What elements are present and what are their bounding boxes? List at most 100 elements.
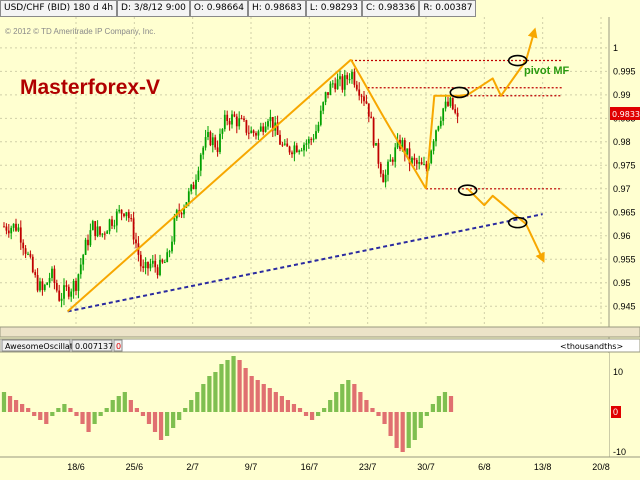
candle-body [183, 207, 185, 215]
candle-body [159, 259, 161, 276]
candle-body [147, 262, 149, 269]
indicator-value-box [71, 339, 113, 352]
indicator-units: <thousandths> [560, 342, 623, 351]
candle-body [65, 285, 68, 287]
candle-body [91, 221, 94, 231]
candle-body [240, 118, 243, 120]
candle-body [418, 162, 421, 164]
candle-body [307, 139, 310, 144]
candle-body [204, 137, 207, 148]
candle-body [259, 126, 262, 132]
price-panel-background [0, 17, 609, 327]
candle-body [187, 191, 190, 203]
candle-body [55, 283, 58, 291]
candle-body [17, 227, 20, 231]
pivot-annotation: pivot MF [524, 65, 569, 77]
candle-body [334, 83, 337, 90]
candle-body [142, 266, 145, 269]
candle-body [29, 253, 32, 257]
header-close: C: 0.98336 [361, 0, 420, 17]
candle-body [144, 262, 147, 269]
y-tick-label: 0.97 [613, 184, 631, 194]
candle-body [130, 218, 133, 220]
candle-body [406, 148, 409, 155]
candle-body [262, 126, 265, 132]
header-symbol[interactable]: USD/CHF (BID) 180 d 4h [0, 0, 118, 17]
candle-body [319, 110, 322, 125]
candle-body [161, 259, 164, 263]
candle-body [377, 143, 380, 164]
candle-body [310, 139, 313, 141]
indicator-panel-background [0, 353, 609, 457]
candle-body [435, 130, 437, 142]
x-tick-label: 2/7 [186, 462, 199, 472]
candle-body [391, 159, 394, 162]
candle-body [394, 147, 397, 162]
y-tick-label: 0.98 [613, 137, 631, 147]
candle-body [437, 126, 440, 131]
candle-body [351, 71, 353, 80]
candle-body [3, 226, 5, 228]
candle-body [327, 92, 329, 95]
circled-point [457, 184, 478, 197]
candle-body [264, 126, 267, 132]
candle-body [315, 131, 317, 139]
candle-body [432, 141, 435, 151]
ao-tick-label: 0 [613, 407, 618, 417]
candle-body [442, 108, 445, 121]
candle-body [360, 95, 363, 97]
candle-body [430, 150, 433, 164]
candle-body [283, 143, 286, 145]
candle-body [211, 137, 214, 146]
candle-body [135, 239, 137, 244]
indicator-value: 0.0071372 [75, 342, 118, 351]
forecast-path [466, 188, 545, 263]
candle-body [269, 116, 272, 122]
candle-body [219, 133, 221, 153]
candle-body [46, 282, 49, 285]
candle-body [7, 230, 10, 234]
candle-body [36, 275, 39, 291]
indicator-zero-value: 0 [116, 342, 121, 351]
candle-body [171, 241, 173, 252]
candle-body [226, 114, 229, 122]
candle-body [24, 248, 27, 254]
ao-tick-label: 10 [613, 367, 623, 377]
x-tick-label: 13/8 [534, 462, 552, 472]
y-tick-label: 1 [613, 43, 618, 53]
candle-body [84, 239, 87, 255]
y-tick-label: 0.96 [613, 231, 631, 241]
candle-body [125, 212, 128, 217]
candle-body [115, 211, 118, 226]
candle-body [216, 147, 219, 153]
candle-body [238, 118, 241, 127]
indicator-separator [0, 326, 640, 338]
candle-body [43, 284, 46, 291]
candle-body [118, 209, 121, 212]
candle-body [149, 263, 152, 269]
candle-body [456, 112, 459, 117]
candle-body [408, 148, 411, 164]
candle-body [387, 161, 389, 175]
candle-body [113, 225, 116, 227]
candle-body [156, 267, 159, 276]
x-tick-label: 30/7 [417, 462, 435, 472]
candle-body [245, 120, 248, 133]
candle-body [22, 242, 25, 249]
x-tick-label: 9/7 [245, 462, 258, 472]
candle-body [235, 116, 238, 127]
candle-body [96, 226, 99, 237]
candle-body [288, 146, 291, 153]
candle-body [199, 154, 202, 171]
candle-body [451, 97, 454, 110]
candle-body [286, 143, 289, 147]
candle-body [322, 102, 325, 111]
price-axis-background [609, 17, 640, 327]
candle-body [250, 130, 253, 134]
header-range: R: 0.00387 [419, 0, 477, 17]
candle-body [31, 256, 34, 273]
candle-body [375, 143, 377, 146]
candle-body [70, 291, 73, 297]
candle-body [168, 251, 171, 253]
candle-body [231, 114, 233, 125]
